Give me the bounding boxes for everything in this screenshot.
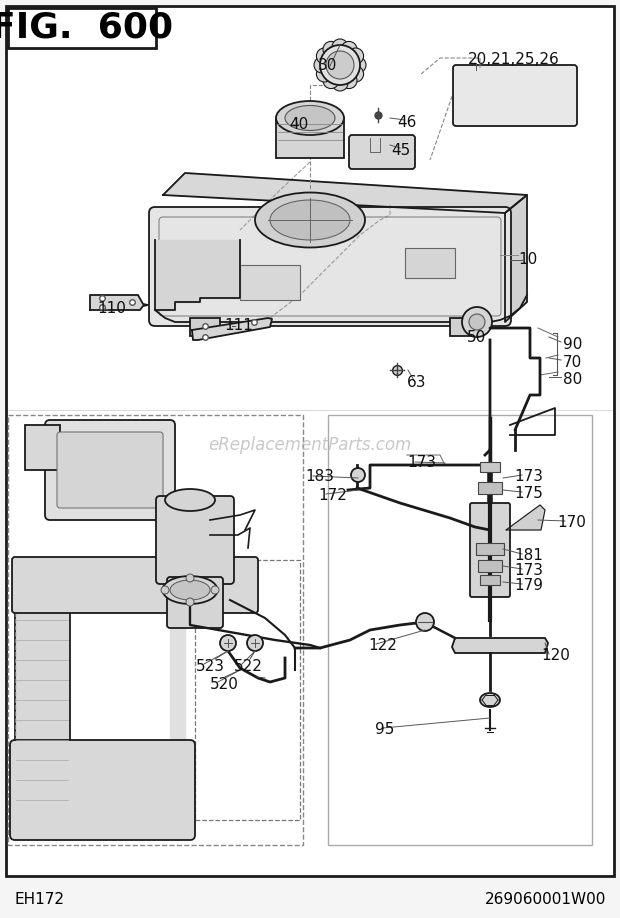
Text: 95: 95 (375, 722, 394, 737)
Ellipse shape (285, 106, 335, 130)
Circle shape (161, 586, 169, 594)
Circle shape (220, 635, 236, 651)
Ellipse shape (480, 693, 500, 707)
Text: 30: 30 (318, 58, 337, 73)
Bar (450, 318, 480, 336)
Circle shape (469, 314, 485, 330)
FancyBboxPatch shape (57, 432, 163, 508)
FancyBboxPatch shape (470, 503, 510, 597)
Bar (240, 265, 300, 300)
Text: 122: 122 (368, 638, 397, 653)
Text: 10: 10 (518, 252, 538, 267)
Circle shape (348, 48, 363, 64)
Ellipse shape (162, 576, 218, 604)
FancyBboxPatch shape (45, 420, 175, 520)
Text: 173: 173 (514, 469, 543, 484)
Text: 170: 170 (557, 515, 586, 530)
Text: 520: 520 (210, 677, 239, 692)
Text: 90: 90 (563, 337, 582, 352)
Circle shape (332, 75, 348, 91)
Circle shape (320, 45, 360, 85)
Circle shape (462, 307, 492, 337)
FancyBboxPatch shape (453, 65, 577, 126)
Ellipse shape (255, 193, 365, 248)
FancyBboxPatch shape (156, 496, 234, 584)
Circle shape (332, 39, 348, 55)
Circle shape (186, 574, 194, 582)
Text: FIG.  600: FIG. 600 (0, 11, 173, 45)
Circle shape (341, 73, 357, 89)
Polygon shape (20, 570, 185, 820)
Bar (190, 318, 220, 336)
Bar (328, 415, 592, 845)
Bar (480, 462, 500, 472)
Ellipse shape (276, 101, 344, 135)
Circle shape (326, 51, 354, 79)
Polygon shape (90, 295, 148, 310)
Bar (8, 415, 303, 845)
Polygon shape (505, 195, 527, 322)
Text: 175: 175 (514, 486, 543, 501)
Circle shape (341, 41, 357, 58)
Bar (8, 8, 156, 48)
Polygon shape (163, 173, 527, 213)
Circle shape (211, 586, 219, 594)
Circle shape (416, 613, 434, 631)
Circle shape (186, 598, 194, 606)
Ellipse shape (165, 489, 215, 511)
FancyBboxPatch shape (167, 577, 223, 628)
Bar (25, 425, 60, 470)
Circle shape (348, 66, 363, 82)
Text: 181: 181 (514, 548, 543, 563)
FancyBboxPatch shape (349, 135, 415, 169)
Text: 45: 45 (391, 143, 410, 158)
Text: 172: 172 (318, 488, 347, 503)
Text: 20,21,25,26: 20,21,25,26 (468, 52, 560, 67)
Text: 269060001W00: 269060001W00 (485, 892, 606, 908)
Text: 523: 523 (196, 659, 225, 674)
Text: 173: 173 (514, 563, 543, 578)
Text: 111: 111 (224, 318, 253, 333)
Circle shape (314, 57, 330, 73)
Text: 173: 173 (407, 455, 436, 470)
Circle shape (323, 41, 339, 58)
FancyBboxPatch shape (149, 207, 511, 326)
Bar (478, 482, 502, 494)
Text: 40: 40 (289, 117, 308, 132)
Ellipse shape (170, 580, 210, 600)
Bar (405, 248, 455, 278)
Text: 183: 183 (305, 469, 334, 484)
Bar (15, 590, 70, 820)
Polygon shape (192, 318, 272, 340)
Text: eReplacementParts.com: eReplacementParts.com (208, 436, 412, 454)
Circle shape (351, 468, 365, 482)
Text: 50: 50 (467, 330, 486, 345)
Text: 522: 522 (234, 659, 263, 674)
Circle shape (316, 48, 332, 64)
Bar (276, 118, 344, 158)
FancyBboxPatch shape (12, 557, 258, 613)
Bar (478, 560, 502, 572)
Text: 120: 120 (541, 648, 570, 663)
Text: 110: 110 (97, 301, 126, 316)
Text: 179: 179 (514, 578, 543, 593)
Text: 63: 63 (407, 375, 427, 390)
Circle shape (350, 57, 366, 73)
Circle shape (247, 635, 263, 651)
Text: 80: 80 (563, 372, 582, 387)
Text: 70: 70 (563, 355, 582, 370)
Polygon shape (452, 638, 548, 653)
Polygon shape (155, 240, 240, 310)
Text: EH172: EH172 (14, 892, 64, 908)
Circle shape (323, 73, 339, 89)
Circle shape (316, 66, 332, 82)
Polygon shape (506, 505, 545, 530)
Bar (476, 543, 504, 555)
Ellipse shape (270, 200, 350, 240)
Text: 46: 46 (397, 115, 417, 130)
FancyBboxPatch shape (10, 740, 195, 840)
Bar (480, 575, 500, 585)
